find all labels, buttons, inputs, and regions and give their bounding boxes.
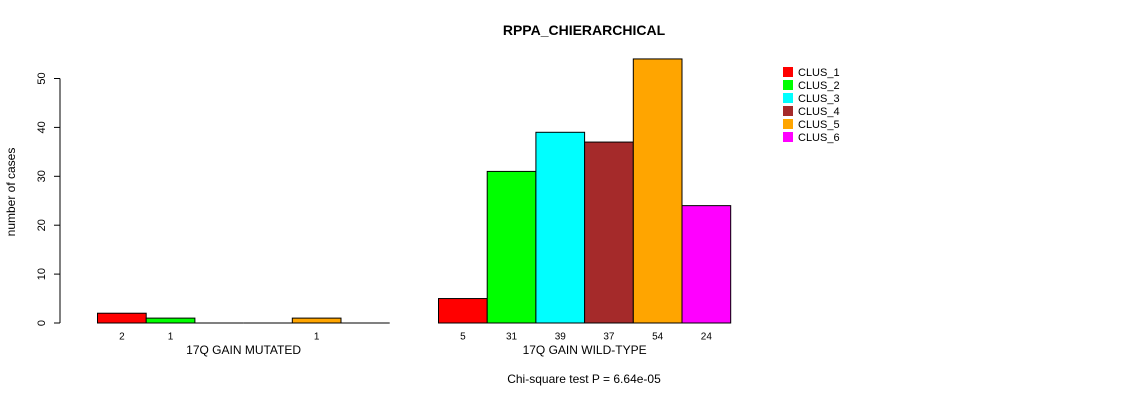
- bar-clus-2: [486, 170, 537, 324]
- legend-swatch: [783, 80, 793, 90]
- bar-clus-4: [584, 141, 634, 324]
- legend-swatch: [783, 132, 793, 142]
- y-tick-label: 40: [36, 121, 48, 133]
- legend-swatch: [783, 93, 793, 103]
- legend-label: CLUS_4: [798, 106, 840, 118]
- bar-clus-3: [535, 131, 586, 324]
- bar-clus-6: [681, 205, 732, 324]
- chi-square-footnote: Chi-square test P = 6.64e-05: [507, 372, 661, 386]
- bar-clus-5: [632, 58, 683, 324]
- y-tick-label: 10: [36, 268, 48, 280]
- legend-label: CLUS_6: [798, 132, 840, 144]
- bar-value-label: 2: [119, 332, 125, 343]
- bar-value-label: 24: [701, 332, 713, 343]
- bar-value-label: 39: [555, 332, 567, 343]
- legend-label: CLUS_5: [798, 119, 840, 131]
- legend-swatch: [783, 106, 793, 116]
- bar-value-label: 5: [460, 332, 466, 343]
- legend-label: CLUS_3: [798, 93, 840, 105]
- legend-label: CLUS_1: [798, 67, 840, 79]
- legend-swatch: [783, 67, 793, 77]
- y-axis: 0 10 20 30 40 50: [36, 72, 61, 326]
- bars: 2 1 1 17Q GAIN MUTATED 5 31 39 37 54 24 17Q GAIN W…: [97, 58, 732, 357]
- bar-value-label: 37: [603, 332, 615, 343]
- bar-value-label: 1: [314, 332, 320, 343]
- bar-value-label: 1: [168, 332, 174, 343]
- bar-clus-1: [438, 298, 488, 324]
- y-tick-label: 20: [36, 219, 48, 231]
- bar-value-label: 54: [652, 332, 664, 343]
- y-tick-label: 30: [36, 170, 48, 182]
- bar-clus-5: [291, 317, 342, 324]
- y-axis-label: number of cases: [4, 148, 18, 237]
- y-tick-label: 0: [36, 320, 48, 326]
- bar-group-1: 2 1 1 17Q GAIN MUTATED: [97, 312, 390, 357]
- bar-clus-1: [97, 312, 147, 324]
- bar-value-label: 31: [506, 332, 518, 343]
- group-label: 17Q GAIN WILD-TYPE: [523, 343, 647, 357]
- chart-title: RPPA_CHIERARCHICAL: [503, 22, 666, 38]
- legend-label: CLUS_2: [798, 80, 840, 92]
- bar-clus-2: [145, 317, 196, 324]
- bar-group-2: 5 31 39 37 54 24 17Q GAIN WILD-TYPE: [438, 58, 732, 357]
- group-label: 17Q GAIN MUTATED: [186, 343, 301, 357]
- y-tick-label: 50: [36, 72, 48, 84]
- legend-swatch: [783, 119, 793, 129]
